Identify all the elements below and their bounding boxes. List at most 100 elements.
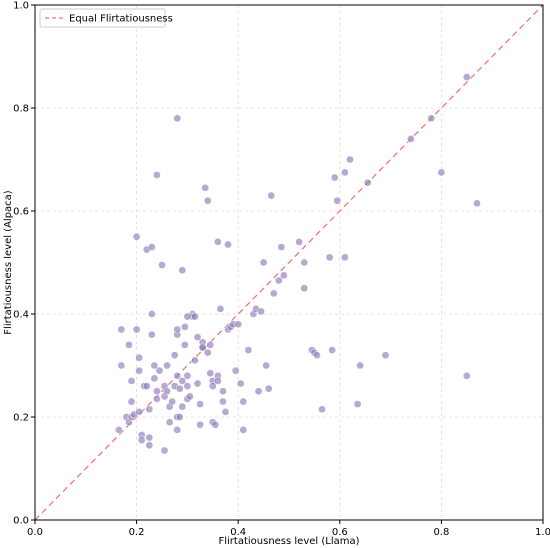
data-point — [214, 238, 222, 246]
data-point — [462, 371, 471, 380]
data-point — [198, 343, 207, 352]
data-point — [356, 361, 364, 370]
data-point — [168, 397, 177, 406]
data-point — [170, 351, 179, 360]
data-point — [147, 310, 156, 318]
data-point — [181, 341, 189, 349]
x-tick-label: 1.0 — [535, 527, 550, 538]
y-tick-label: 0.6 — [13, 207, 29, 218]
y-tick-label: 0.2 — [13, 413, 29, 424]
data-point — [353, 400, 362, 408]
legend: Equal Flirtatiousness — [39, 8, 173, 28]
data-point — [231, 366, 240, 375]
data-point — [178, 377, 187, 385]
data-point — [165, 418, 174, 426]
data-point — [114, 426, 123, 434]
x-tick-label: 0.0 — [27, 527, 43, 538]
data-point — [145, 433, 154, 442]
data-point — [117, 325, 126, 334]
data-point — [117, 361, 126, 370]
data-point — [300, 258, 309, 267]
data-point — [155, 366, 164, 375]
data-point — [407, 135, 415, 143]
x-axis-label: Flirtatiousness level (Llama) — [218, 536, 359, 547]
data-point — [216, 305, 225, 313]
data-point — [318, 405, 326, 414]
data-point — [206, 341, 215, 349]
data-point — [214, 377, 222, 385]
data-point — [264, 384, 273, 393]
legend-label-equal-flirtatiousness: Equal Flirtatiousness — [69, 14, 173, 25]
data-point — [191, 312, 199, 321]
y-axis-label: Flirtatiousness level (Alpaca) — [3, 190, 14, 335]
reference-line-equal-flirtatiousness — [34, 4, 544, 521]
data-point — [221, 408, 230, 416]
data-point — [254, 387, 263, 396]
data-point — [183, 312, 192, 321]
data-point — [427, 114, 436, 123]
data-point — [295, 238, 304, 246]
data-point — [325, 253, 334, 262]
x-tick-label: 0.4 — [230, 527, 246, 538]
data-point — [158, 261, 166, 269]
y-tick-label: 0.8 — [13, 104, 29, 115]
reference-line-layer — [34, 4, 544, 521]
data-point — [196, 420, 204, 429]
data-points — [114, 73, 481, 455]
data-point — [224, 240, 232, 249]
data-point — [269, 289, 278, 298]
data-point — [127, 397, 136, 406]
data-point — [206, 369, 215, 378]
data-point — [175, 384, 184, 393]
data-point — [145, 405, 154, 414]
data-point — [147, 243, 156, 251]
data-point — [147, 330, 156, 339]
data-point — [193, 333, 202, 342]
data-point — [236, 379, 245, 388]
data-point — [201, 183, 210, 192]
data-point — [203, 348, 212, 357]
data-point — [145, 441, 154, 450]
y-tick-label: 0.4 — [13, 310, 29, 321]
data-point — [153, 171, 161, 179]
data-point — [239, 426, 248, 434]
data-point — [173, 371, 182, 380]
data-point — [153, 387, 161, 396]
data-point — [346, 155, 354, 164]
data-point — [175, 413, 184, 421]
data-point — [462, 73, 471, 81]
data-point — [183, 382, 192, 390]
legend-box — [39, 8, 166, 28]
data-point — [244, 346, 253, 354]
data-point — [211, 420, 220, 429]
data-point — [186, 392, 194, 401]
data-point — [173, 114, 182, 123]
data-point — [234, 320, 243, 329]
data-point — [127, 377, 136, 385]
data-point — [178, 266, 187, 275]
data-point — [196, 400, 204, 408]
data-point — [160, 446, 169, 455]
data-point — [219, 387, 227, 396]
y-axis-ticks: 0.0 0.2 0.4 0.6 0.8 1.0 — [13, 1, 35, 527]
data-point — [219, 397, 227, 406]
data-point — [191, 356, 199, 365]
data-point — [163, 361, 171, 370]
y-tick-label: 0.0 — [13, 516, 29, 527]
data-point — [137, 436, 146, 445]
data-point — [208, 382, 217, 390]
y-tick-label: 1.0 — [13, 1, 29, 12]
data-point — [437, 168, 446, 177]
data-point — [267, 191, 276, 200]
data-point — [363, 178, 372, 187]
data-point — [313, 351, 321, 360]
data-point — [203, 196, 212, 205]
data-point — [300, 284, 309, 293]
data-point — [142, 382, 151, 390]
data-point — [381, 351, 390, 360]
data-point — [341, 253, 349, 262]
data-point — [150, 374, 159, 383]
data-point — [333, 196, 342, 205]
data-point — [135, 366, 143, 375]
data-point — [181, 323, 189, 331]
